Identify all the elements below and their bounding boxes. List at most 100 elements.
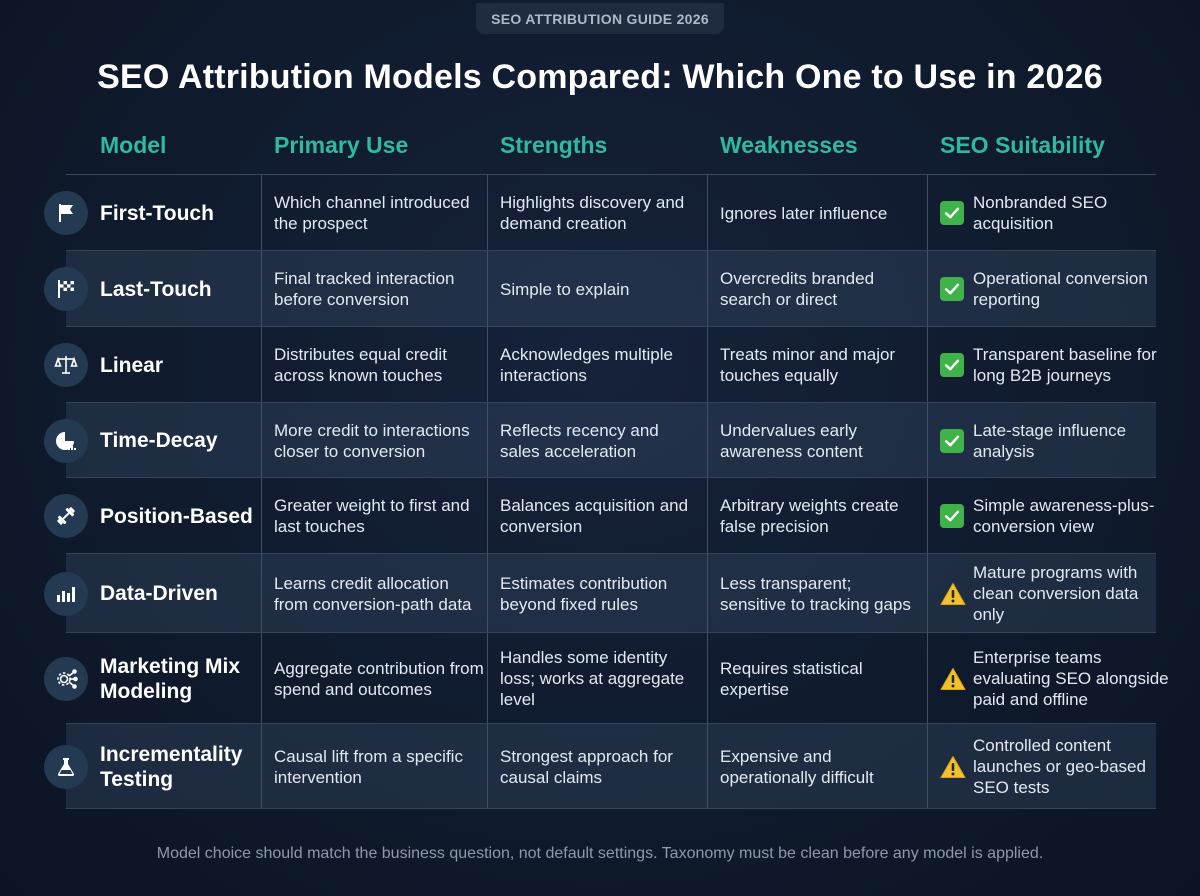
table-row: Position-Based Greater weight to first an… (0, 478, 1200, 554)
table-header: Model Primary Use Strengths Weaknesses S… (0, 132, 1200, 166)
header-primary-use: Primary Use (274, 132, 409, 158)
column-separator (261, 724, 262, 809)
strengths-cell: Strongest approach for causal claims (500, 747, 673, 787)
primary-use-cell: Causal lift from a specific intervention (274, 747, 463, 787)
column-separator (487, 554, 488, 633)
time-decay-icon (44, 418, 88, 463)
table-row: First-Touch Which channel introduced the … (0, 175, 1200, 251)
flag-icon (44, 191, 88, 235)
header-divider (66, 174, 1156, 175)
row-divider (66, 553, 1156, 554)
check-icon (940, 428, 964, 453)
check-icon (940, 353, 964, 377)
weaknesses-cell: Overcredits branded search or direct (720, 269, 875, 309)
column-separator (927, 633, 928, 724)
suitability-cell: Controlled content launches or geo-based… (973, 736, 1146, 797)
row-divider (66, 402, 1156, 403)
row-background (66, 403, 1156, 478)
model-name: Incrementality Testing (100, 743, 243, 791)
column-separator (707, 633, 708, 724)
checkered-flag-icon (44, 267, 88, 311)
column-separator (487, 724, 488, 809)
column-separator (487, 175, 488, 251)
primary-use-cell: Learns credit allocation from conversion… (274, 574, 472, 614)
column-separator (927, 478, 928, 554)
model-name: Time-Decay (100, 429, 218, 452)
strengths-cell: Estimates contribution beyond fixed rule… (500, 574, 668, 614)
warning-icon (940, 755, 966, 779)
primary-use-cell: Greater weight to first and last touches (274, 496, 470, 536)
column-separator (261, 478, 262, 554)
row-background (66, 724, 1156, 809)
column-separator (261, 327, 262, 403)
column-separator (707, 478, 708, 554)
column-separator (707, 724, 708, 809)
check-icon (940, 201, 964, 225)
header-seo-suitability: SEO Suitability (940, 132, 1105, 158)
strengths-cell: Simple to explain (500, 280, 630, 299)
column-separator (927, 251, 928, 327)
model-name: Linear (100, 354, 164, 377)
row-background (66, 478, 1156, 554)
row-divider (66, 723, 1156, 724)
column-separator (487, 478, 488, 554)
row-divider (66, 477, 1156, 478)
page-title: SEO Attribution Models Compared: Which O… (97, 58, 1103, 96)
row-background (66, 251, 1156, 327)
scales-icon (44, 343, 88, 387)
column-separator (261, 251, 262, 327)
table-row: Incrementality Testing Causal lift from a… (0, 724, 1200, 809)
warning-icon (940, 667, 966, 691)
primary-use-cell: Which channel introduced the prospect (274, 193, 470, 233)
column-separator (927, 327, 928, 403)
suitability-cell: Late-stage influence analysis (973, 421, 1127, 461)
suitability-cell: Simple awareness-plus-conversion view (973, 496, 1155, 536)
column-separator (487, 633, 488, 724)
weaknesses-cell: Less transparent; sensitive to tracking … (720, 574, 911, 614)
column-separator (707, 175, 708, 251)
weaknesses-cell: Undervalues early awareness content (720, 421, 863, 461)
primary-use-cell: Final tracked interaction before convers… (274, 269, 455, 309)
column-separator (707, 403, 708, 478)
column-separator (487, 403, 488, 478)
strengths-cell: Balances acquisition and conversion (500, 496, 689, 536)
suitability-cell: Operational conversion reporting (973, 269, 1148, 309)
row-background (66, 327, 1156, 403)
primary-use-cell: More credit to interactions closer to co… (274, 421, 470, 461)
column-separator (927, 175, 928, 251)
column-separator (261, 554, 262, 633)
model-name: First-Touch (100, 202, 214, 225)
suitability-cell: Transparent baseline for long B2B journe… (973, 345, 1157, 385)
row-divider (66, 326, 1156, 327)
suitability-cell: Enterprise teams evaluating SEO alongsid… (973, 648, 1169, 709)
strengths-cell: Highlights discovery and demand creation (500, 193, 685, 233)
column-separator (707, 327, 708, 403)
header-strengths: Strengths (500, 132, 608, 158)
column-separator (261, 175, 262, 251)
weaknesses-cell: Requires statistical expertise (720, 659, 863, 699)
table-row: Time-Decay More credit to interactions cl… (0, 403, 1200, 478)
row-background (66, 633, 1156, 724)
check-icon (940, 277, 964, 301)
weaknesses-cell: Expensive and operationally difficult (720, 747, 874, 787)
primary-use-cell: Distributes equal credit across known to… (274, 345, 447, 385)
row-background (66, 554, 1156, 633)
check-icon (940, 504, 964, 528)
row-background (66, 175, 1156, 251)
primary-use-cell: Aggregate contribution from spend and ou… (274, 659, 484, 699)
column-separator (261, 403, 262, 478)
model-name: Position-Based (100, 505, 253, 528)
table-row: Last-Touch Final tracked interaction befo… (0, 251, 1200, 327)
table-row: Data-Driven Learns credit allocation from… (0, 554, 1200, 633)
warning-icon (940, 582, 966, 606)
strengths-cell: Handles some identity loss; works at agg… (500, 648, 685, 709)
table-row: Marketing Mix Modeling Aggregate contribu… (0, 633, 1200, 724)
row-divider (66, 250, 1156, 251)
row-divider (66, 632, 1156, 633)
weaknesses-cell: Treats minor and major touches equally (720, 345, 896, 385)
column-separator (707, 554, 708, 633)
footer-note: Model choice should match the business q… (156, 845, 1044, 862)
row-divider (66, 808, 1156, 809)
header-model: Model (100, 132, 167, 158)
guide-badge: SEO ATTRIBUTION GUIDE 2026 (476, 3, 724, 34)
